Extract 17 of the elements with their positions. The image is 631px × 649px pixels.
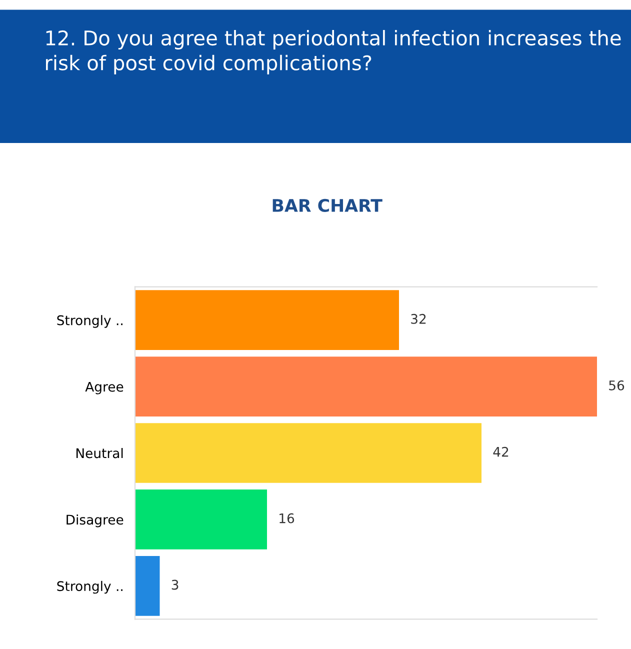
chart-subtitle: BAR CHART [272, 198, 382, 212]
data-label: 56 [609, 380, 624, 390]
data-label: 32 [411, 314, 426, 324]
data-label: 3 [172, 580, 178, 590]
bar [135, 423, 482, 483]
chart-title: 12. Do you agree that periodontal infection increases the risk of post covid complications? [46, 30, 621, 74]
y-tick-label: Disagree [66, 514, 124, 528]
bar [135, 490, 267, 550]
data-label: 16 [280, 513, 294, 524]
y-tick-label: Strongly .. [57, 580, 122, 594]
y-tick-label: Neutral [76, 448, 123, 458]
y-tick-label: Agree [85, 382, 124, 394]
bar [135, 556, 160, 616]
y-tick-label: Strongly .. [57, 315, 122, 328]
bar [135, 290, 399, 350]
data-label: 42 [493, 446, 508, 457]
bar [135, 356, 597, 416]
